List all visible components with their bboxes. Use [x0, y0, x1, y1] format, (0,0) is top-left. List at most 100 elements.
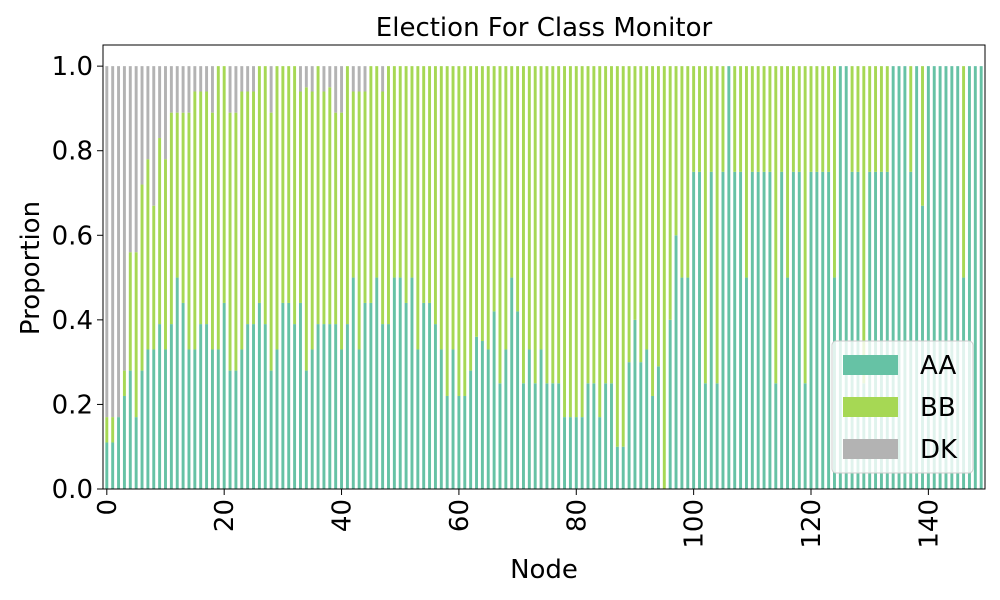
bar-bb-1: [111, 417, 115, 443]
bar-aa-105: [721, 171, 725, 490]
bar-aa-35: [310, 349, 314, 489]
bar-dk-21: [228, 66, 232, 113]
bar-bb-20: [222, 66, 226, 303]
bar-aa-67: [498, 383, 502, 489]
y-tick-label: 1.0: [52, 52, 93, 82]
bar-aa-119: [803, 383, 807, 489]
bar-aa-133: [885, 171, 889, 490]
bar-dk-5: [134, 66, 138, 253]
x-tick-label: 140: [914, 499, 944, 549]
bar-bb-82: [586, 66, 590, 384]
bar-dk-18: [210, 66, 214, 113]
bar-aa-10: [164, 349, 167, 489]
bar-dk-4: [128, 66, 132, 253]
bar-aa-21: [228, 370, 232, 489]
x-axis: 0 20 40 60 80 100 120 140: [93, 489, 944, 549]
bar-dk-3: [122, 66, 126, 371]
bar-aa-8: [152, 349, 156, 489]
bar-bb-16: [199, 91, 203, 325]
bar-bb-94: [656, 66, 660, 367]
bar-aa-78: [563, 417, 566, 489]
bar-aa-69: [510, 277, 514, 489]
bar-aa-2: [117, 417, 121, 489]
bar-aa-77: [557, 383, 561, 489]
bar-aa-0: [105, 442, 109, 489]
bar-bb-77: [557, 66, 561, 384]
bar-bb-97: [674, 66, 678, 236]
bar-aa-18: [210, 349, 214, 489]
bar-dk-42: [351, 66, 355, 92]
bar-aa-106: [727, 66, 731, 489]
legend-swatch-bb: [843, 397, 898, 417]
bar-aa-59: [451, 349, 455, 489]
bar-bb-14: [187, 112, 191, 350]
bar-aa-108: [739, 171, 743, 490]
bar-aa-22: [234, 370, 238, 489]
bar-aa-1: [111, 442, 115, 489]
bar-aa-85: [604, 383, 608, 489]
bar-aa-37: [322, 324, 326, 489]
bar-dk-17: [205, 66, 209, 92]
bar-aa-142: [938, 66, 942, 489]
bar-bb-100: [692, 66, 696, 172]
bar-bb-108: [739, 66, 743, 172]
bar-bb-30: [281, 66, 285, 303]
bar-aa-141: [932, 66, 936, 489]
bar-aa-97: [674, 235, 678, 489]
x-tick-label: 0: [93, 499, 123, 516]
bar-bb-9: [158, 138, 162, 325]
bar-aa-145: [956, 66, 960, 489]
bar-aa-53: [416, 349, 420, 489]
bar-dk-8: [152, 66, 156, 206]
bar-aa-134: [891, 66, 895, 489]
y-tick-label: 0.8: [52, 137, 93, 167]
bar-dk-37: [322, 66, 326, 92]
bar-bb-49: [392, 66, 396, 278]
bar-bb-83: [592, 66, 596, 384]
bar-bb-79: [568, 66, 572, 418]
y-tick-label: 0.6: [52, 221, 93, 251]
bar-bb-104: [715, 66, 719, 384]
bar-bb-119: [803, 66, 807, 384]
bar-bb-128: [856, 66, 860, 172]
bar-aa-66: [492, 311, 496, 489]
bar-bb-22: [234, 112, 238, 371]
bar-aa-7: [146, 349, 150, 489]
bar-bb-95: [662, 66, 666, 489]
bar-bb-54: [422, 66, 426, 303]
bar-aa-56: [433, 324, 437, 489]
bar-aa-102: [703, 383, 707, 489]
bar-bb-7: [146, 159, 150, 350]
bar-bb-50: [398, 66, 402, 278]
bar-aa-114: [774, 383, 778, 489]
bar-dk-15: [193, 66, 197, 92]
bar-aa-54: [422, 302, 426, 489]
bar-dk-12: [175, 66, 179, 113]
bar-bb-107: [733, 66, 737, 172]
bar-aa-96: [668, 319, 672, 489]
bar-dk-6: [140, 66, 144, 185]
bar-aa-135: [897, 66, 901, 489]
bar-bb-59: [451, 66, 455, 350]
bar-bb-17: [205, 91, 209, 325]
bar-bb-117: [791, 66, 795, 172]
bar-aa-58: [445, 395, 449, 489]
bar-aa-82: [586, 383, 590, 489]
bar-aa-123: [827, 171, 831, 490]
legend-label-dk: DK: [920, 435, 958, 465]
bar-bb-89: [627, 66, 631, 363]
bar-bb-45: [369, 66, 373, 303]
bar-bb-110: [750, 66, 754, 172]
bar-bb-111: [756, 66, 760, 172]
bar-dk-13: [181, 66, 185, 113]
bar-bb-112: [762, 66, 766, 172]
bar-bb-10: [164, 159, 167, 350]
bar-dk-16: [199, 66, 203, 92]
bar-bb-99: [686, 66, 690, 278]
bar-aa-125: [838, 66, 842, 489]
bar-aa-107: [733, 171, 737, 490]
bar-bb-31: [287, 66, 291, 303]
bar-aa-61: [463, 395, 467, 489]
plot-frame: [102, 44, 986, 490]
